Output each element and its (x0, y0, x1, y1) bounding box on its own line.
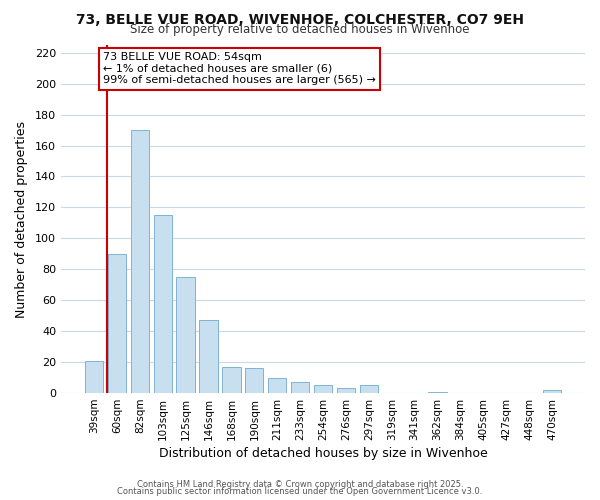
Text: Size of property relative to detached houses in Wivenhoe: Size of property relative to detached ho… (130, 22, 470, 36)
Bar (543, 390, 561, 393)
Bar (428, 392, 446, 393)
Text: 73, BELLE VUE ROAD, WIVENHOE, COLCHESTER, CO7 9EH: 73, BELLE VUE ROAD, WIVENHOE, COLCHESTER… (76, 12, 524, 26)
Bar (268, 378, 286, 393)
Bar (154, 215, 172, 393)
Text: Contains HM Land Registry data © Crown copyright and database right 2025.: Contains HM Land Registry data © Crown c… (137, 480, 463, 489)
Bar (176, 277, 195, 393)
Bar (85, 360, 103, 393)
Bar (359, 386, 378, 393)
Bar (108, 254, 126, 393)
Text: 73 BELLE VUE ROAD: 54sqm
← 1% of detached houses are smaller (6)
99% of semi-det: 73 BELLE VUE ROAD: 54sqm ← 1% of detache… (103, 52, 376, 85)
Bar (131, 130, 149, 393)
Bar (245, 368, 263, 393)
Bar (199, 320, 218, 393)
Bar (291, 382, 309, 393)
Bar (314, 386, 332, 393)
Bar (337, 388, 355, 393)
Text: Contains public sector information licensed under the Open Government Licence v3: Contains public sector information licen… (118, 487, 482, 496)
Bar (222, 367, 241, 393)
Y-axis label: Number of detached properties: Number of detached properties (15, 120, 28, 318)
X-axis label: Distribution of detached houses by size in Wivenhoe: Distribution of detached houses by size … (158, 447, 487, 460)
